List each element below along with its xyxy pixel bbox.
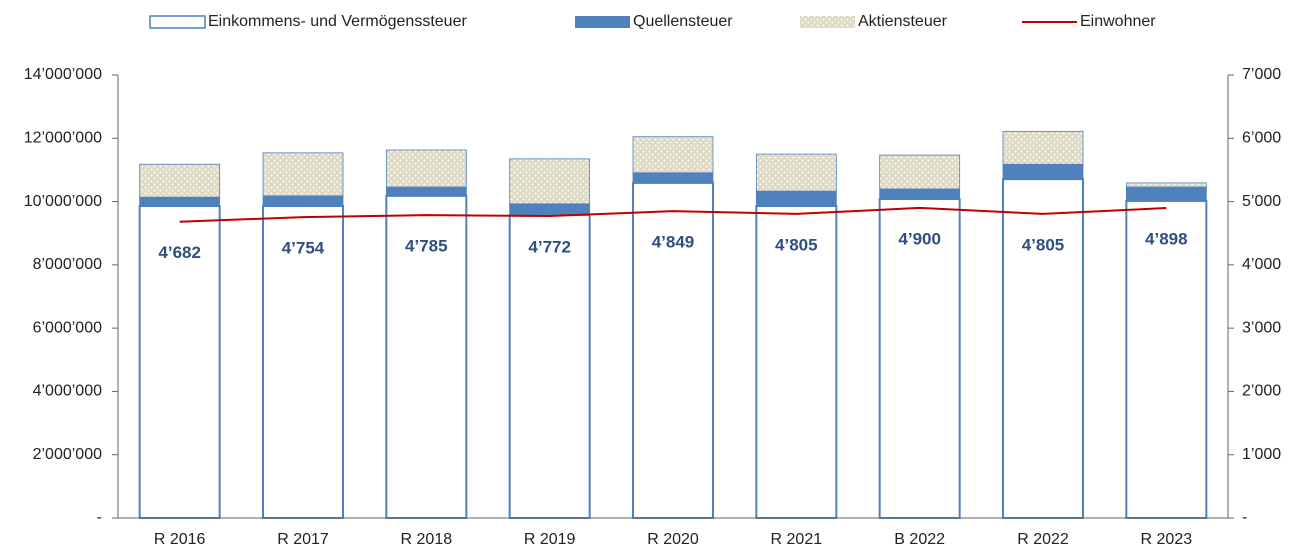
bar-segment [1002,163,1084,180]
y2-tick-label: 6’000 [1242,130,1281,147]
y2-tick-label: 4’000 [1242,256,1281,273]
data-label: 4’805 [775,235,818,254]
bar-segment [1002,130,1084,165]
y2-tick-label: 7’000 [1242,66,1281,83]
x-tick-label: R 2018 [401,531,453,548]
x-tick-label: R 2017 [277,531,329,548]
bar-segment [385,194,468,520]
bar-segment [1125,186,1207,202]
bar-segment [509,203,591,216]
legend-swatch [149,15,206,29]
x-tick-label: R 2021 [771,531,823,548]
bar-segment [139,163,221,198]
bar-segment [509,158,591,205]
bar-segment [262,205,344,519]
y-tick-label: 2’000’000 [33,446,103,463]
x-tick-label: R 2016 [154,531,206,548]
data-label: 4’898 [1145,230,1188,249]
bar-segment [262,152,344,197]
y-tick-label: 6’000’000 [33,319,103,336]
bar-segment [508,213,591,520]
bar-segment [755,190,837,207]
bar-segment [878,198,961,519]
legend-label: Aktiensteuer [858,13,948,30]
y-tick-label: 10’000’000 [24,193,102,210]
bar-segment [1125,182,1207,188]
legend-swatch [800,16,855,28]
bar-segment [385,186,467,197]
bar-segment [139,196,221,207]
y2-tick-label: 5’000 [1242,193,1281,210]
data-label: 4’772 [528,237,571,256]
bar-segment [632,136,714,174]
x-tick-label: R 2023 [1141,531,1193,548]
bar-segment [755,205,838,519]
y2-tick-label: 1’000 [1242,446,1281,463]
bar-segment [879,188,961,200]
bar-segment [632,181,714,520]
data-label: 4’805 [1022,235,1065,254]
y-tick-label: 8’000’000 [33,256,103,273]
bar-segment [755,153,837,192]
legend-label: Einwohner [1080,13,1156,30]
bar-segment [262,195,344,207]
y-tick-label: 4’000’000 [33,383,103,400]
legend-label: Einkommens- und Vermögenssteuer [208,13,467,30]
data-label: 4’754 [282,239,325,258]
y-tick-label: - [97,509,102,526]
bar-segment [1002,178,1084,519]
bar-segment [632,172,714,184]
x-tick-label: B 2022 [894,531,945,548]
y2-tick-label: 3’000 [1242,319,1281,336]
line [179,206,1167,223]
y-tick-label: 14’000’000 [24,66,102,83]
legend-label: Quellensteuer [633,13,733,30]
data-label: 4’785 [405,237,448,256]
bar-segment [879,154,961,190]
bar-segment [385,149,467,188]
x-tick-label: R 2020 [647,531,699,548]
data-label: 4’900 [898,229,941,248]
bar-segment [138,205,221,519]
data-label: 4’849 [652,233,695,252]
y-tick-label: 12’000’000 [24,130,102,147]
x-tick-label: R 2019 [524,531,576,548]
y2-tick-label: - [1242,509,1247,526]
data-label: 4’682 [158,243,201,262]
x-tick-label: R 2022 [1017,531,1069,548]
y2-tick-label: 2’000 [1242,383,1281,400]
legend-swatch [575,16,630,28]
